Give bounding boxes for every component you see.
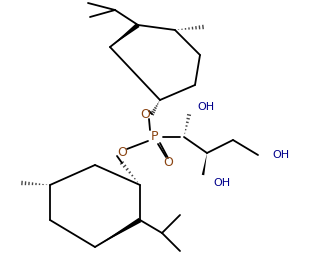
Text: O: O (163, 156, 173, 169)
Text: OH: OH (197, 102, 214, 112)
Polygon shape (110, 23, 140, 47)
Text: OH: OH (213, 178, 230, 188)
Polygon shape (202, 153, 207, 175)
Text: O: O (117, 145, 127, 158)
Text: P: P (151, 130, 159, 144)
Text: OH: OH (272, 150, 289, 160)
Text: O: O (140, 108, 150, 121)
Polygon shape (95, 218, 141, 247)
